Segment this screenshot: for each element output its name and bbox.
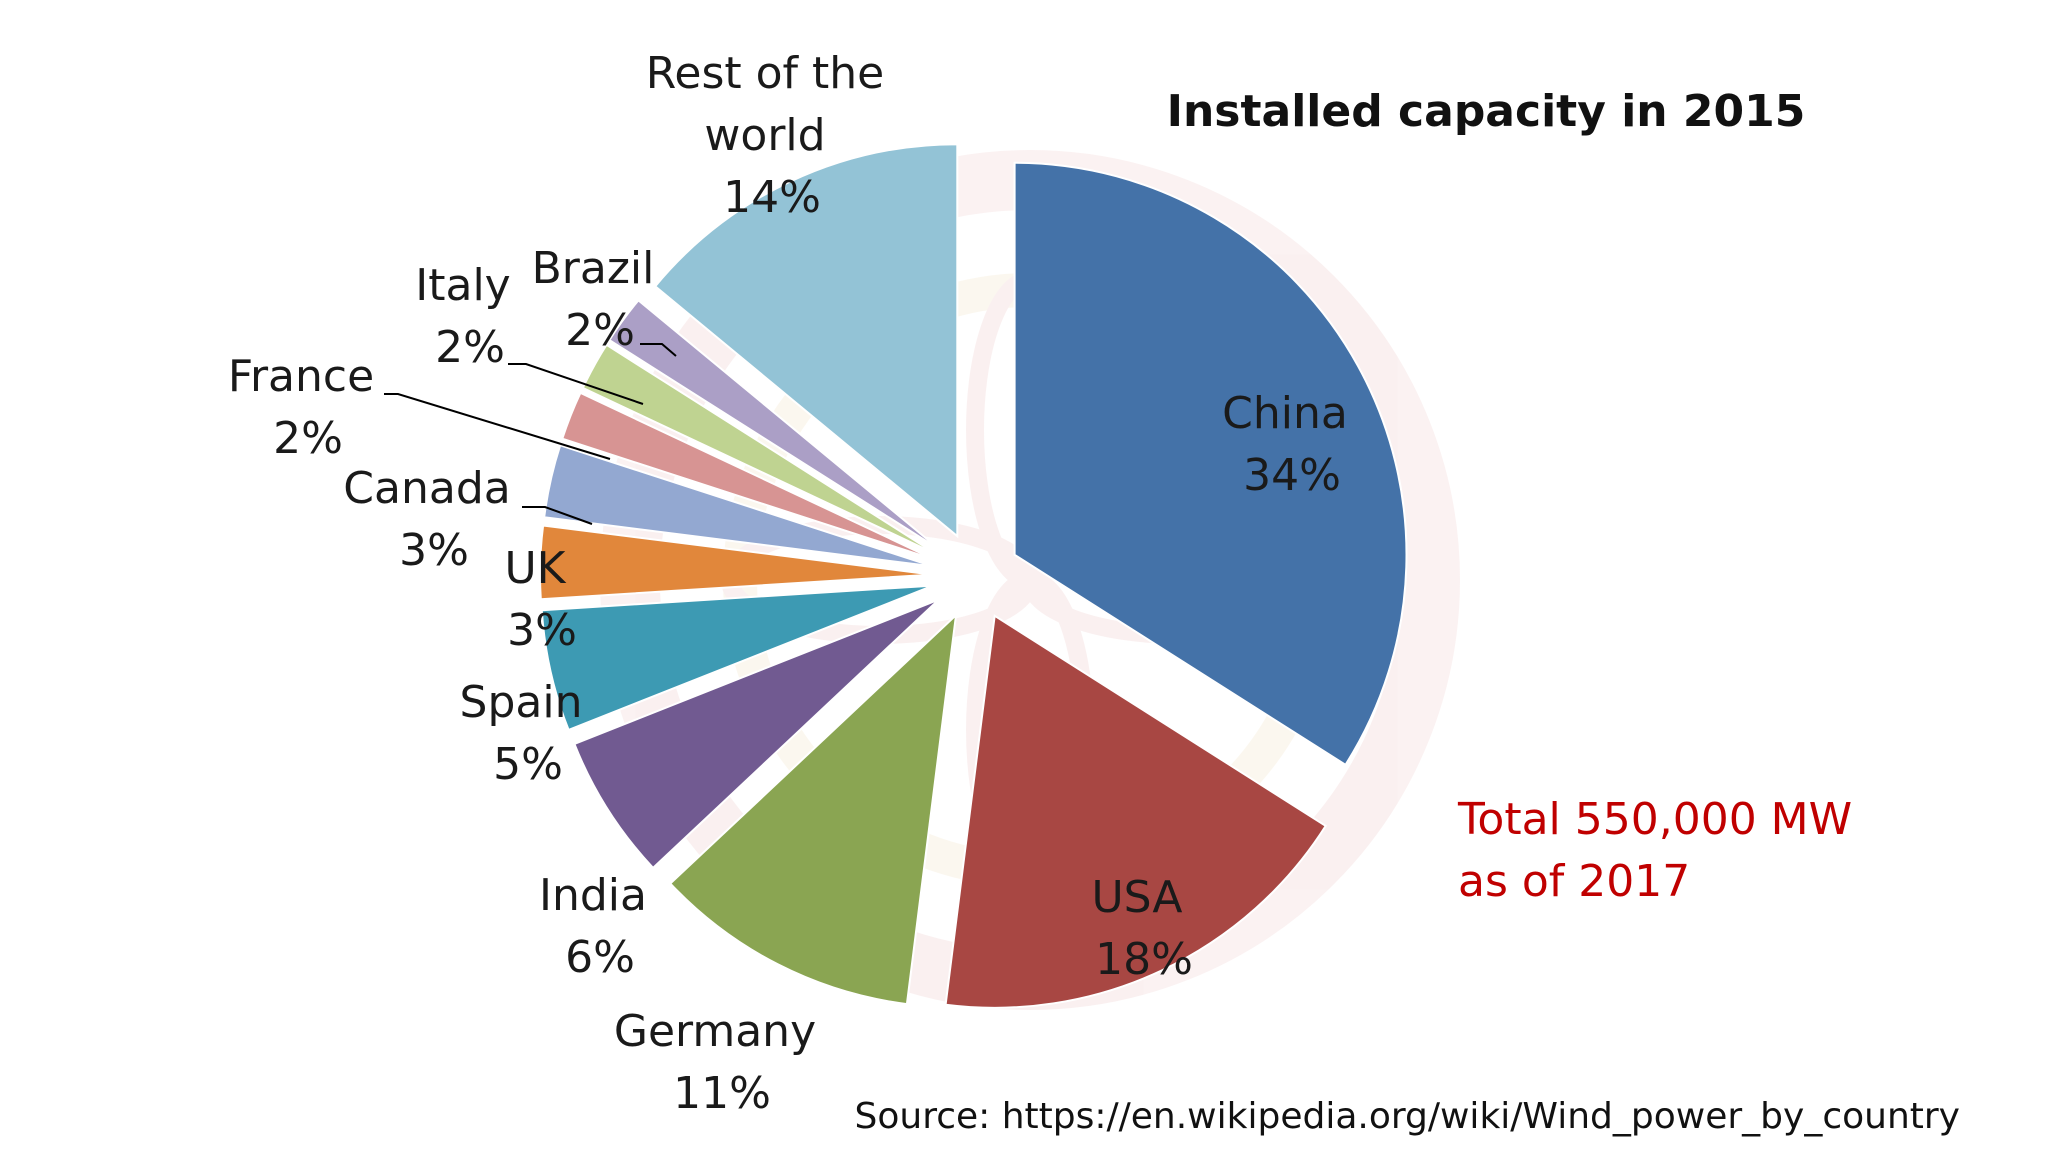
label-india-pct: 6% [565, 932, 635, 983]
label-uk: UK 3% [504, 543, 579, 656]
label-india: India 6% [539, 870, 661, 983]
label-spain-pct: 5% [493, 739, 563, 790]
label-brazil: Brazil 2% [532, 243, 669, 356]
label-canada-pct: 3% [399, 525, 469, 576]
label-canada-name: Canada [343, 463, 510, 514]
label-rest-pct: 14% [723, 172, 821, 223]
total-annotation: Total 550,000 MW as of 2017 [1457, 794, 1866, 907]
total-annotation-line1: Total 550,000 MW [1457, 794, 1852, 845]
label-canada: Canada 3% [343, 463, 524, 576]
label-italy-pct: 2% [435, 322, 505, 373]
label-germany-name: Germany [614, 1006, 816, 1057]
source-text: Source: https://en.wikipedia.org/wiki/Wi… [855, 1096, 1961, 1137]
leader-line-brazil [640, 343, 677, 357]
label-usa-pct: 18% [1095, 934, 1193, 985]
label-italy-name: Italy [415, 260, 510, 311]
label-france-pct: 2% [273, 413, 343, 464]
label-spain-name: Spain [460, 677, 583, 728]
label-rest-line2: world [704, 110, 825, 161]
label-rest-of-world: Rest of the world 14% [646, 48, 898, 223]
label-usa: USA 18% [1091, 872, 1196, 985]
total-annotation-line2: as of 2017 [1458, 856, 1690, 907]
slice-india [573, 598, 940, 870]
slice-canada [543, 444, 934, 568]
slice-germany [668, 612, 958, 1006]
slice-france [561, 391, 936, 561]
label-germany-pct: 11% [673, 1068, 771, 1119]
label-uk-name: UK [504, 543, 566, 594]
label-brazil-pct: 2% [565, 305, 635, 356]
leader-line-canada [522, 506, 593, 525]
pie-slices [539, 143, 1408, 1009]
label-rest-line1: Rest of the [646, 48, 884, 99]
leader-line-france [384, 393, 611, 460]
chart-title: Installed capacity in 2015 [1167, 86, 1806, 137]
label-china: China 34% [1222, 388, 1362, 501]
label-spain: Spain 5% [460, 677, 597, 790]
leader-line-italy [508, 363, 644, 405]
slice-spain [540, 584, 934, 732]
slice-uk [539, 524, 933, 601]
slice-italy [581, 343, 938, 556]
slice-usa [944, 614, 1328, 1009]
label-usa-name: USA [1091, 872, 1182, 923]
label-china-pct: 34% [1243, 450, 1341, 501]
label-france-name: France [228, 351, 374, 402]
label-uk-pct: 3% [507, 605, 577, 656]
label-china-name: China [1222, 388, 1348, 439]
label-france: France 2% [228, 351, 388, 464]
slice-china [1013, 161, 1408, 767]
slice-brazil [608, 298, 942, 551]
label-italy: Italy 2% [415, 260, 524, 373]
leader-lines [384, 343, 677, 525]
slice-rest-of-the-world [653, 143, 959, 539]
label-india-name: India [539, 870, 647, 921]
label-germany: Germany 11% [614, 1006, 830, 1119]
slice-labels: China 34% USA 18% Germany 11% India 6% S… [228, 48, 1362, 1119]
label-brazil-name: Brazil [532, 243, 655, 294]
